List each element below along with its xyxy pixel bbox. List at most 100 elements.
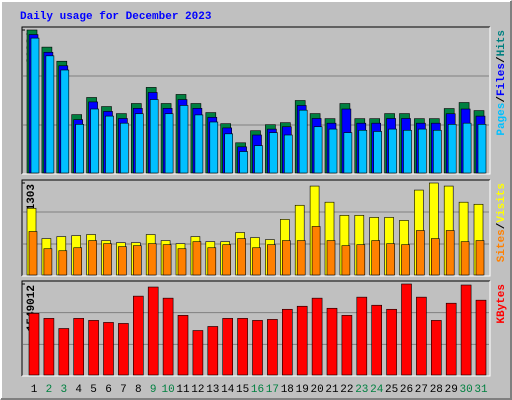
bar bbox=[164, 113, 174, 174]
bar bbox=[311, 226, 321, 276]
x-tick-label: 12 bbox=[191, 384, 204, 396]
x-tick-label: 8 bbox=[135, 384, 142, 396]
bar bbox=[460, 284, 472, 376]
bar bbox=[475, 240, 485, 276]
plot-border bbox=[22, 27, 491, 175]
bar bbox=[281, 240, 291, 276]
bar bbox=[58, 250, 68, 276]
bar bbox=[447, 124, 457, 174]
bar bbox=[281, 308, 293, 376]
bar bbox=[28, 231, 38, 276]
bar bbox=[239, 151, 248, 174]
bar bbox=[252, 320, 263, 376]
x-tick-label: 26 bbox=[400, 384, 413, 396]
bar bbox=[430, 238, 440, 276]
x-tick-label: 3 bbox=[60, 384, 67, 396]
x-tick-label: 5 bbox=[90, 384, 97, 396]
bar bbox=[445, 230, 455, 276]
bar bbox=[118, 246, 127, 276]
x-tick-label: 1 bbox=[31, 384, 38, 396]
x-tick-label: 18 bbox=[281, 384, 294, 396]
bar bbox=[224, 133, 233, 174]
bar bbox=[105, 115, 114, 174]
x-tick-label: 31 bbox=[474, 384, 488, 396]
bar bbox=[432, 129, 442, 174]
x-tick-label: 4 bbox=[75, 384, 82, 396]
bar bbox=[133, 295, 144, 376]
legend: Sites/Visits bbox=[496, 183, 508, 262]
bar bbox=[298, 109, 308, 174]
x-tick-label: 2 bbox=[46, 384, 53, 396]
bar bbox=[43, 318, 55, 376]
bar bbox=[445, 302, 457, 376]
bar bbox=[120, 122, 129, 174]
bar bbox=[341, 315, 353, 376]
bar bbox=[326, 240, 336, 276]
bar bbox=[358, 129, 368, 174]
bar bbox=[73, 318, 84, 376]
bar bbox=[222, 244, 231, 276]
bar bbox=[269, 132, 278, 174]
chart-title: Daily usage for December 2023 bbox=[20, 11, 212, 23]
bar bbox=[73, 247, 82, 276]
plot-border bbox=[22, 281, 491, 377]
bar bbox=[194, 114, 204, 174]
bar bbox=[237, 238, 246, 276]
bar bbox=[45, 55, 55, 174]
bar bbox=[283, 134, 293, 174]
x-tick-label: 13 bbox=[206, 384, 219, 396]
bar bbox=[401, 244, 410, 276]
bar bbox=[30, 37, 40, 174]
legend-separator: / bbox=[496, 56, 508, 63]
bar bbox=[207, 326, 219, 376]
x-tick-label: 15 bbox=[236, 384, 249, 396]
legend-separator: / bbox=[496, 222, 508, 229]
bar bbox=[296, 240, 306, 276]
bar bbox=[103, 243, 112, 276]
x-tick-label: 10 bbox=[161, 384, 174, 396]
bar bbox=[90, 108, 99, 174]
x-tick-label: 22 bbox=[340, 384, 353, 396]
bar bbox=[313, 126, 323, 174]
bar bbox=[162, 297, 174, 376]
bar bbox=[133, 245, 142, 276]
bar bbox=[418, 128, 427, 174]
bar bbox=[341, 245, 351, 276]
legend-entry: Sites bbox=[496, 229, 508, 262]
x-tick-label: 25 bbox=[385, 384, 398, 396]
bar bbox=[147, 243, 157, 276]
bar bbox=[254, 145, 263, 174]
bar bbox=[60, 69, 70, 174]
legend-entry: Visits bbox=[496, 183, 508, 223]
legend-entry: KBytes bbox=[496, 284, 508, 324]
x-tick-label: 16 bbox=[251, 384, 264, 396]
bar bbox=[88, 320, 99, 376]
x-tick-label: 29 bbox=[445, 384, 458, 396]
x-tick-label: 21 bbox=[325, 384, 339, 396]
bar bbox=[103, 322, 114, 376]
bar bbox=[343, 132, 353, 174]
bar bbox=[388, 128, 397, 174]
bar bbox=[192, 330, 204, 376]
bar bbox=[477, 124, 487, 174]
bar bbox=[386, 308, 397, 376]
legend: Pages/Files/Hits bbox=[496, 30, 508, 136]
plot-border bbox=[21, 280, 490, 376]
bar bbox=[296, 305, 308, 376]
legend-entry: Files bbox=[496, 63, 508, 96]
bar bbox=[147, 286, 159, 376]
bar bbox=[326, 307, 338, 376]
bar bbox=[28, 313, 40, 376]
legend-entry: Pages bbox=[496, 103, 508, 136]
bar bbox=[267, 244, 276, 276]
bar bbox=[416, 230, 425, 276]
bar bbox=[135, 113, 144, 174]
bar bbox=[118, 323, 129, 376]
x-tick-label: 6 bbox=[105, 384, 112, 396]
bar bbox=[373, 131, 383, 174]
bar bbox=[328, 128, 338, 174]
bar bbox=[88, 240, 97, 276]
bar bbox=[356, 296, 368, 376]
